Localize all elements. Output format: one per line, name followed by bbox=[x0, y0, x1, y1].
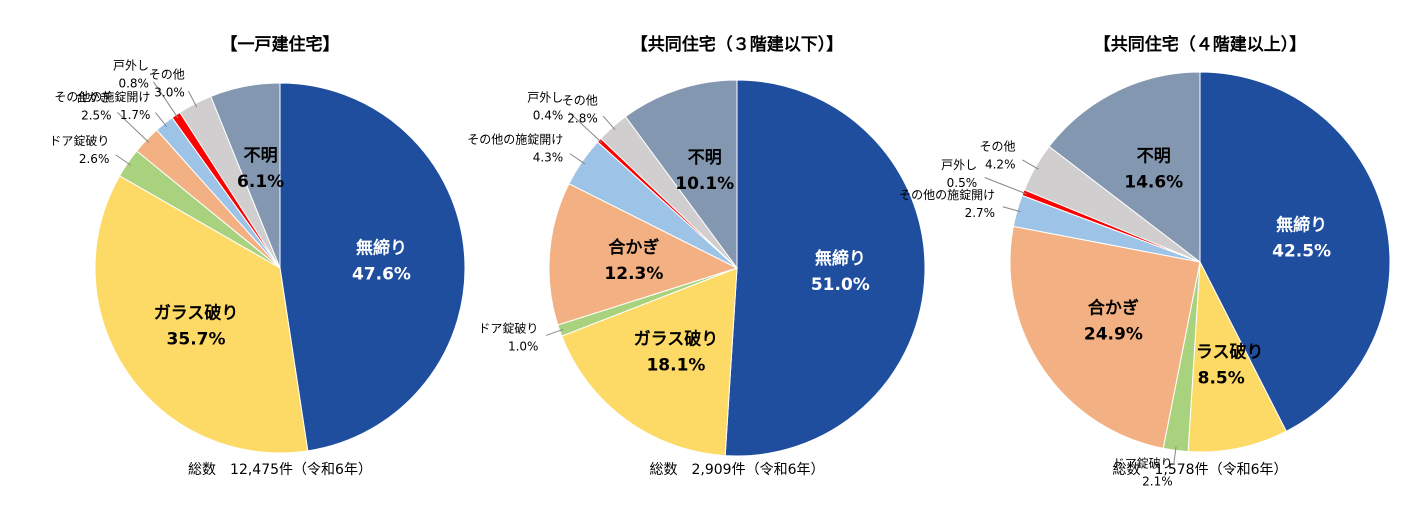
value-label: 3.0% bbox=[154, 85, 185, 99]
chart-note: 総数 12,475件（令和6年） bbox=[188, 462, 372, 478]
value-label: 4.2% bbox=[985, 157, 1016, 171]
category-label: 戸外し bbox=[113, 59, 149, 73]
pie-slice bbox=[548, 183, 739, 326]
leader-line bbox=[115, 154, 131, 166]
leader-line bbox=[1002, 206, 1021, 213]
value-label: 0.4% bbox=[533, 108, 564, 122]
value-label: 24.9% bbox=[1084, 324, 1143, 344]
value-label: 4.3% bbox=[533, 151, 564, 165]
chart-title: 【共同住宅（３階建以下）】 bbox=[631, 34, 844, 55]
category-label: その他の施錠開け bbox=[467, 132, 563, 147]
category-label: ガラス破り bbox=[1179, 341, 1264, 362]
value-label: 42.5% bbox=[1272, 242, 1331, 262]
value-label: 2.6% bbox=[79, 152, 110, 166]
category-label: 合かぎ bbox=[76, 89, 112, 104]
pie-slice bbox=[561, 267, 738, 457]
chart-title: 【一戸建住宅】 bbox=[221, 34, 340, 55]
leader-line bbox=[569, 153, 586, 165]
pie-slice bbox=[1009, 225, 1201, 449]
value-label: 1.7% bbox=[120, 108, 151, 122]
pie-slice bbox=[1048, 71, 1201, 264]
value-label: 8.5% bbox=[1198, 368, 1245, 388]
leader-line bbox=[602, 115, 616, 131]
leader-line bbox=[1022, 159, 1039, 170]
chart-note: 総数 1,578件（令和6年） bbox=[1113, 462, 1288, 478]
leader-line bbox=[984, 177, 1027, 195]
category-label: 無締り bbox=[356, 237, 407, 258]
value-label: 6.1% bbox=[237, 172, 284, 192]
category-label: その他 bbox=[562, 94, 598, 108]
category-label: その他 bbox=[979, 139, 1015, 153]
leader-line bbox=[155, 112, 168, 127]
category-label: 無締り bbox=[815, 248, 866, 269]
value-label: 0.8% bbox=[118, 77, 149, 91]
pie-slice bbox=[279, 82, 466, 452]
value-label: 12.3% bbox=[604, 264, 663, 284]
category-label: 戸外し bbox=[941, 158, 977, 172]
category-label: ガラス破り bbox=[154, 302, 239, 323]
value-label: 10.1% bbox=[675, 174, 734, 194]
category-label: ドア錠破り bbox=[49, 133, 109, 148]
leader-line bbox=[1173, 446, 1177, 466]
chart-note: 総数 2,909件（令和6年） bbox=[650, 462, 825, 478]
leader-line bbox=[568, 112, 603, 144]
pie-slice bbox=[210, 82, 281, 269]
value-label: 2.5% bbox=[81, 108, 112, 122]
value-label: 0.5% bbox=[947, 176, 978, 190]
category-label: ドア錠破り bbox=[478, 321, 538, 336]
value-label: 2.1% bbox=[1142, 475, 1173, 489]
leader-line bbox=[188, 90, 198, 108]
leader-line bbox=[117, 112, 150, 144]
category-label: 戸外し bbox=[527, 90, 563, 104]
leader-line bbox=[545, 328, 564, 336]
category-label: 合かぎ bbox=[608, 237, 659, 258]
pie-slice bbox=[724, 79, 926, 457]
category-label: 不明 bbox=[1137, 146, 1171, 166]
leader-line bbox=[153, 81, 179, 119]
category-label: その他 bbox=[149, 67, 185, 81]
category-label: 合かぎ bbox=[1088, 297, 1139, 318]
category-label: その他の施錠開け bbox=[899, 187, 995, 202]
category-label: 不明 bbox=[244, 146, 278, 166]
pie-slice bbox=[94, 175, 309, 454]
category-label: その他の施錠開け bbox=[54, 89, 150, 104]
value-label: 18.1% bbox=[646, 355, 705, 375]
value-label: 2.8% bbox=[567, 112, 598, 126]
pie-slice bbox=[1199, 71, 1391, 432]
chart-title: 【共同住宅（４階建以上）】 bbox=[1094, 34, 1307, 55]
value-label: 51.0% bbox=[811, 275, 870, 295]
value-label: 2.7% bbox=[965, 206, 996, 220]
category-label: 無締り bbox=[1276, 215, 1327, 236]
category-label: ドア錠破り bbox=[1113, 456, 1173, 471]
pie-slice bbox=[624, 79, 738, 270]
value-label: 47.6% bbox=[352, 264, 411, 284]
value-label: 14.6% bbox=[1124, 172, 1183, 192]
value-label: 35.7% bbox=[167, 329, 226, 349]
category-label: 不明 bbox=[688, 148, 722, 168]
category-label: ガラス破り bbox=[634, 328, 719, 349]
value-label: 1.0% bbox=[508, 340, 539, 354]
pie-slice bbox=[1187, 260, 1287, 453]
